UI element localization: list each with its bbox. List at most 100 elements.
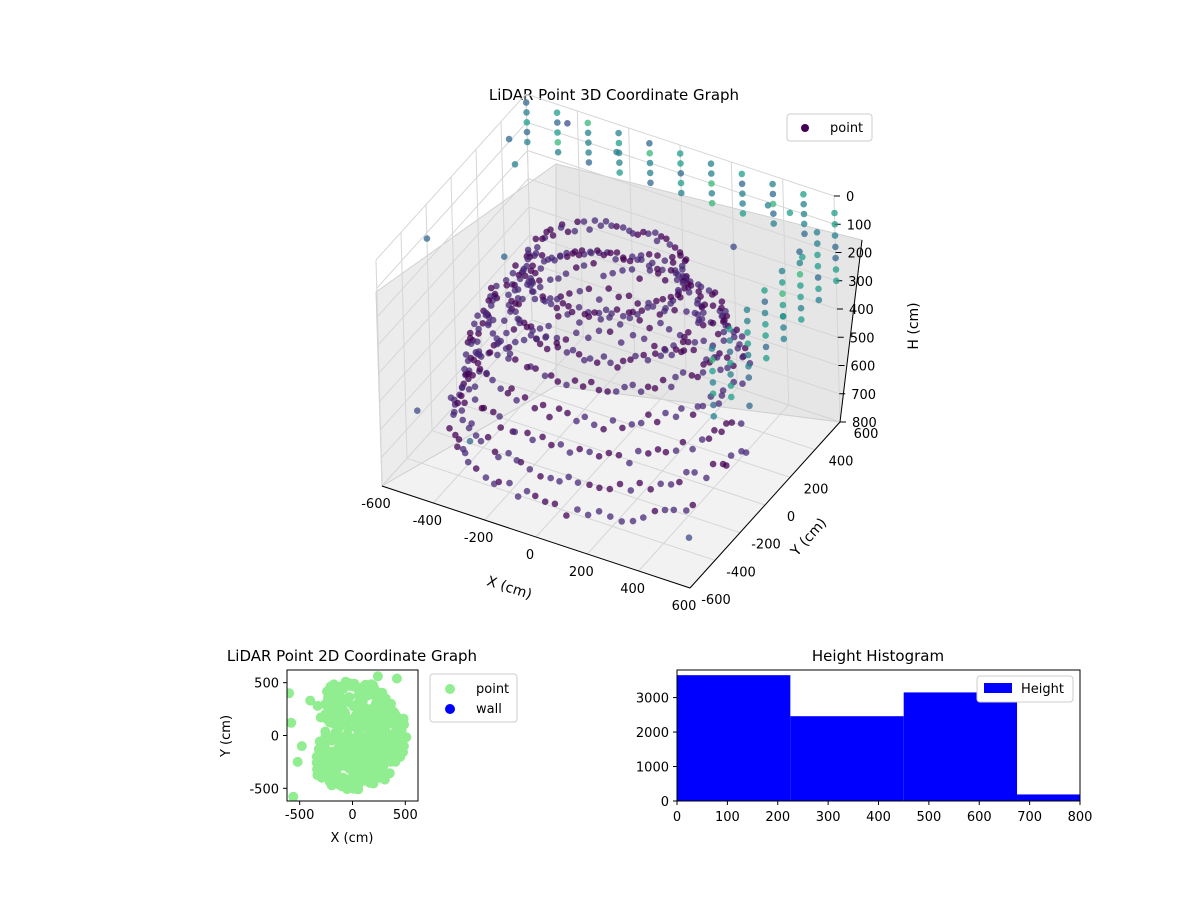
point-3d — [635, 447, 642, 455]
point-3d — [718, 428, 725, 436]
point-2d — [343, 741, 354, 752]
point-3d — [585, 149, 592, 156]
ticks-2d: -500 0 500 500 0 -500 — [249, 677, 417, 823]
point-3d — [553, 295, 561, 303]
point-3d — [564, 409, 571, 417]
point-2d — [288, 791, 299, 801]
point-3d — [796, 259, 804, 267]
point-2d — [296, 741, 307, 752]
point-3d — [527, 267, 535, 275]
point-3d — [563, 253, 571, 260]
legend-3d-label: point — [830, 121, 863, 136]
grid-line — [378, 206, 530, 374]
point-3d — [454, 399, 462, 407]
point-3d — [832, 243, 839, 251]
point-3d — [524, 429, 531, 437]
point-3d — [576, 445, 583, 453]
point-3d — [626, 314, 634, 322]
point-3d — [661, 277, 669, 284]
point-3d — [539, 401, 547, 409]
point-3d — [584, 511, 592, 519]
point-2d — [335, 692, 346, 703]
grid-line — [406, 457, 716, 561]
point-3d — [553, 334, 561, 342]
chart-2d-title: LiDAR Point 2D Coordinate Graph — [227, 647, 477, 665]
point-3d — [615, 129, 622, 137]
point-3d — [689, 411, 697, 419]
point-3d — [653, 297, 660, 305]
point-3d — [534, 244, 541, 251]
point-3d — [462, 351, 470, 358]
point-2d — [312, 764, 322, 775]
point-3d — [646, 140, 653, 147]
point-3d — [646, 169, 654, 177]
point-2d — [325, 688, 336, 699]
point-3d — [423, 235, 431, 242]
point-3d — [710, 413, 718, 420]
point-3d — [679, 266, 686, 273]
point-3d — [722, 307, 729, 315]
point-3d — [566, 290, 573, 297]
point-3d — [709, 390, 717, 398]
point-3d — [734, 345, 742, 352]
point-3d — [505, 291, 512, 299]
point-3d — [554, 139, 562, 146]
point-3d — [495, 339, 503, 346]
point-2d — [355, 707, 366, 717]
legend-2d-point-marker — [445, 684, 455, 694]
point-2d — [389, 730, 400, 741]
point-3d — [553, 304, 561, 312]
y-tick-label-3d: 400 — [829, 455, 854, 470]
point-2d — [338, 772, 349, 783]
point-3d — [640, 335, 648, 343]
point-3d — [613, 223, 620, 230]
point-2d — [378, 736, 388, 747]
point-3d — [666, 241, 674, 248]
point-3d — [586, 355, 594, 362]
point-3d — [814, 262, 822, 270]
point-3d — [477, 437, 485, 445]
point-3d — [744, 329, 751, 336]
point-3d — [676, 150, 684, 157]
point-3d — [581, 310, 589, 318]
point-3d — [685, 289, 693, 296]
point-3d — [678, 189, 685, 197]
point-3d — [627, 356, 634, 364]
point-3d — [626, 459, 633, 467]
point-3d — [595, 508, 603, 515]
point-3d — [505, 449, 512, 457]
point-3d — [579, 383, 587, 390]
point-3d — [661, 506, 669, 514]
point-3d — [548, 441, 555, 449]
x-tick-label-2d: -500 — [285, 808, 315, 823]
point-3d — [609, 269, 616, 277]
point-3d — [746, 402, 753, 410]
point-3d — [482, 474, 490, 481]
point-3d — [497, 424, 505, 431]
point-3d — [678, 348, 685, 356]
point-3d — [541, 498, 549, 506]
point-3d — [669, 259, 677, 266]
point-3d — [708, 345, 716, 352]
point-3d — [471, 396, 479, 403]
point-3d — [506, 350, 514, 358]
point-3d — [634, 300, 641, 307]
point-3d — [662, 347, 669, 354]
point-3d — [619, 267, 626, 274]
point-2d — [369, 772, 380, 783]
point-3d — [523, 128, 531, 136]
point-3d — [557, 224, 565, 231]
point-3d — [678, 405, 685, 412]
z-tick-label-3d: 600 — [851, 360, 876, 375]
point-3d — [832, 266, 840, 273]
point-2d — [342, 729, 353, 740]
point-2d — [333, 724, 343, 735]
point-3d — [586, 481, 593, 489]
point-3d — [762, 343, 770, 351]
point-2d — [350, 722, 361, 733]
point-3d — [618, 518, 625, 525]
point-3d — [486, 349, 494, 356]
point-3d — [551, 500, 559, 508]
point-3d — [540, 258, 548, 265]
point-3d — [526, 466, 534, 473]
